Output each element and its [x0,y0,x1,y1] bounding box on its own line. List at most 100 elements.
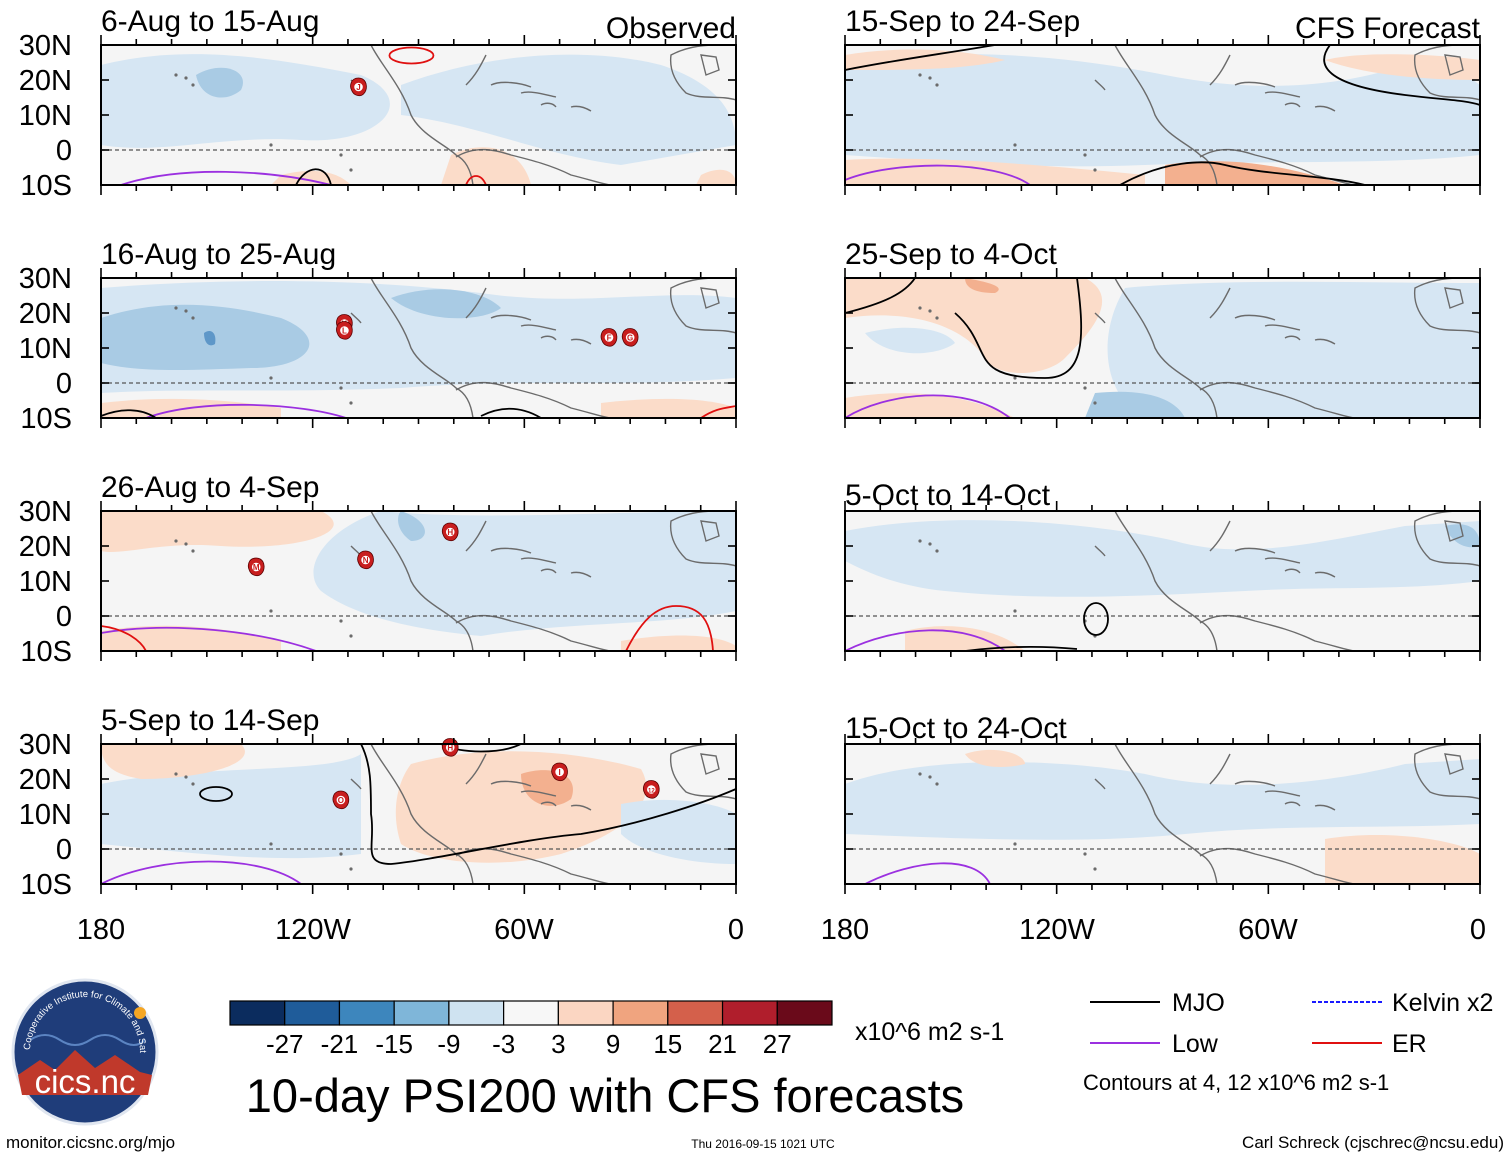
storm-id: G [627,334,633,343]
anomaly-region [204,331,216,346]
coastline [1234,81,1301,98]
x-axis-right: 180 120W 60W 0 [821,914,1486,946]
storm-eye [251,562,261,572]
island [174,539,178,543]
storm-id: 12 [648,789,655,795]
x-tick-label: 120W [1019,914,1095,946]
colorbar-swatch [667,1000,724,1026]
coastline [1209,753,1231,785]
colorbar-label: -15 [375,1029,413,1059]
y-tick-label: 0 [56,601,72,633]
colorbar-units: x10^6 m2 s-1 [855,1018,1004,1046]
storm-marker: I [551,762,568,782]
coastline [1444,753,1464,775]
coastline [455,614,612,651]
ticks [100,268,737,428]
contours [101,403,736,418]
coastline [1444,287,1464,309]
contour-line [101,626,317,651]
coastline [1234,547,1301,564]
island [349,634,353,638]
contour-line [700,405,736,418]
island [1083,386,1087,390]
contour-line [954,278,1083,379]
island [928,542,932,546]
colorbar-swatch [776,1000,833,1026]
coastline [1284,102,1336,112]
contour-line [845,629,1006,651]
coastline [490,81,557,98]
panel-title: 6-Aug to 15-Aug [101,5,319,38]
coastline [455,148,612,185]
x-tick-label: 60W [1238,914,1298,946]
colorbar-label: -3 [492,1029,515,1059]
legend-label-low: Low [1172,1030,1219,1058]
footer-credit: Carl Schreck (cjschrec@ncsu.edu) [1242,1133,1504,1152]
contours [101,605,714,651]
storm-eye [336,795,346,805]
coastlines [918,744,1480,884]
island [935,83,939,87]
anomaly-region [845,49,1005,70]
island [918,772,922,776]
x-tick-label: 120W [275,914,351,946]
coastline [350,312,362,324]
figure-title: 10-day PSI200 with CFS forecasts [246,1069,964,1122]
storm-eye [445,527,455,537]
anomaly-region [391,289,501,319]
storm-eye [340,326,349,335]
contour-line [1323,45,1480,106]
colorbar-label: -27 [266,1029,304,1059]
anomaly-region [845,520,1480,597]
y-tick-label: 0 [56,368,72,400]
anomaly-region [196,67,243,98]
column-label: Observed [606,12,736,45]
contours [864,862,991,884]
coastline [1413,45,1480,101]
island [174,73,178,77]
panel-title: 26-Aug to 4-Sep [101,471,319,504]
contour-line [101,860,302,884]
island [174,772,178,776]
legend: MJO Kelvin x2 Low ER Contours at 4, 12 x… [1083,989,1493,1095]
coastline [1094,545,1106,557]
coastline [1413,278,1480,334]
contour-line [465,175,487,185]
storm-marker: M [247,557,265,577]
coastline [350,778,362,790]
coastline [1444,520,1464,542]
y-tick-label: 30N [19,263,72,295]
storm-id: N [363,556,369,565]
coastlines [174,511,736,651]
shading-layer [845,749,1480,884]
coastline [669,511,736,567]
island [1093,401,1097,405]
contours [845,602,1109,651]
storm-id: O [338,796,344,805]
colorbar-label: -9 [437,1029,460,1059]
coastlines [174,278,736,418]
coastline [1284,568,1336,578]
anomaly-region [865,327,955,354]
coastline [1199,381,1356,418]
coastline [540,568,592,578]
coastline [700,753,720,775]
logo-name: cics.nc [35,1063,136,1100]
colorbar-label: 3 [551,1029,565,1059]
y-tick-label: 20N [19,65,72,97]
anomaly-region [601,398,736,418]
storm-eye [555,767,564,777]
island [1013,143,1017,147]
coastline [465,54,487,86]
island [191,316,195,320]
coastline [490,547,557,564]
y-tick-label: 10N [19,100,72,132]
anomaly-region [271,170,351,185]
coastline [1444,54,1464,76]
island [339,386,343,390]
x-tick-label: 0 [728,914,744,946]
colorbar-swatch [229,1000,286,1026]
ticks [100,35,737,195]
coastline [490,314,557,331]
anomaly-region [313,511,736,636]
